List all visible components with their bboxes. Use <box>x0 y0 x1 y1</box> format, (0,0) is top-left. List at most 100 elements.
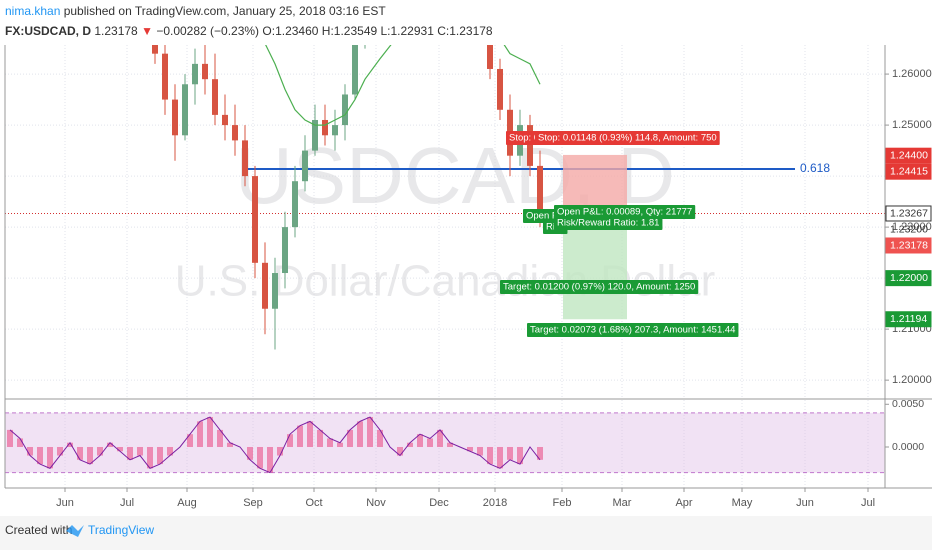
candle-body <box>172 99 178 136</box>
moving-average <box>265 45 541 126</box>
osc-bar <box>207 417 213 447</box>
osc-bar <box>277 446 283 456</box>
osc-bar <box>107 442 113 447</box>
osc-bar <box>57 446 63 456</box>
y-tick-label: 1.23000 <box>892 221 932 233</box>
price-label: 1.23200 <box>890 223 928 235</box>
author[interactable]: nima.khan <box>5 4 60 18</box>
osc-bar <box>217 429 223 447</box>
osc-bar <box>67 442 73 447</box>
candle-body <box>487 45 493 69</box>
direction: ▼ <box>141 24 153 38</box>
x-tick-label: May <box>732 497 753 509</box>
osc-bar <box>297 425 303 447</box>
symbol: FX:USDCAD, D <box>5 24 91 38</box>
price-label-box <box>885 205 932 222</box>
osc-bar <box>327 438 333 447</box>
annotation: Target: 0.01200 (0.97%) 120.0, Amount: 1… <box>503 282 695 293</box>
osc-bar <box>357 421 363 447</box>
y-tick-label: 1.26000 <box>892 68 932 80</box>
price-label: 1.24400 <box>890 149 928 161</box>
footer-text: Created with <box>5 523 72 537</box>
osc-bar <box>337 442 343 447</box>
x-tick-label: Mar <box>613 497 632 509</box>
x-tick-label: Apr <box>675 497 692 509</box>
annotation-box <box>554 216 663 230</box>
candle-body <box>292 181 298 228</box>
price-label: 1.23178 <box>890 239 928 251</box>
osc-bar <box>487 446 493 465</box>
osc-bar <box>407 442 413 447</box>
osc-bar <box>537 446 543 460</box>
x-tick-label: Jul <box>861 497 875 509</box>
osc-bar <box>97 446 103 456</box>
x-tick-label: Jul <box>120 497 134 509</box>
last-price: 1.23178 <box>94 24 138 38</box>
target-zone <box>563 213 627 320</box>
symbol-line: FX:USDCAD, D 1.23178 ▼ −0.00282 (−0.23%)… <box>5 24 493 38</box>
osc-bar <box>427 438 433 447</box>
price-label-box <box>885 270 932 287</box>
osc-bar <box>17 438 23 447</box>
osc-bar <box>227 442 233 447</box>
x-tick-label: Oct <box>305 497 322 509</box>
x-tick-label: 2018 <box>483 497 507 509</box>
osc-bar <box>27 446 33 456</box>
price-label: 1.24415 <box>890 165 928 177</box>
osc-bar <box>117 446 123 452</box>
x-tick-label: Nov <box>366 497 386 509</box>
osc-bar <box>267 446 273 473</box>
x-tick-label: Jun <box>796 497 814 509</box>
osc-line <box>9 416 541 474</box>
osc-bar <box>287 434 293 447</box>
candle-body <box>182 84 188 136</box>
header: nima.khan published on TradingView.com, … <box>5 4 386 18</box>
x-tick-label: Aug <box>177 497 197 509</box>
fib-label: 0.618 <box>800 161 830 175</box>
annotation-box <box>527 323 739 337</box>
osc-bar <box>147 446 153 469</box>
candle-body <box>332 125 338 136</box>
osc-bar <box>497 446 503 469</box>
osc-bar <box>317 429 323 447</box>
price-label-box <box>885 147 932 164</box>
axes: Jun Jul Aug Sep Oct Nov Dec 2018 Feb Mar Apr May Jun… <box>56 68 932 509</box>
osc-bar <box>157 446 163 465</box>
osc-bar <box>477 446 483 456</box>
osc-bar <box>137 446 143 456</box>
candle-body <box>222 114 228 126</box>
candle-body <box>212 79 218 115</box>
osc-bar <box>7 429 13 447</box>
price-label: 1.22000 <box>890 272 928 284</box>
annotation: Open Pa <box>526 211 564 222</box>
change: −0.00282 (−0.23%) <box>156 24 259 38</box>
x-tick-label: Sep <box>243 497 263 509</box>
osc-bar <box>77 446 83 460</box>
ohlc: O:1.23460 H:1.23549 L:1.22931 C:1.23178 <box>262 24 493 38</box>
candle-body <box>312 119 318 151</box>
annotation: Target: 0.02073 (1.68%) 207.3, Amount: 1… <box>530 325 735 336</box>
candle-body <box>192 63 198 85</box>
annotation: Stop: 0.01148 (0.93%) 114.8, Amount: 750 <box>538 133 717 144</box>
candle-body <box>202 63 208 80</box>
osc-bar <box>507 446 513 460</box>
candle-body <box>152 45 158 54</box>
osc-bar <box>307 421 313 447</box>
plot-area: USDCAD, DU.S. Dollar/Canadian Dollar0.61… <box>5 45 885 398</box>
osc-bar <box>517 446 523 465</box>
osc-y-tick-label: 0.0000 <box>892 441 924 453</box>
price-label: 1.23267 <box>890 207 928 219</box>
annotation-box <box>535 131 720 145</box>
y-tick-label: 1.25000 <box>892 119 932 131</box>
osc-bar <box>447 442 453 447</box>
candle-body <box>232 125 238 141</box>
osc-bar <box>127 446 133 460</box>
candle-body <box>527 125 533 166</box>
y-tick-label: 1.20000 <box>892 374 932 386</box>
osc-bar <box>467 446 473 452</box>
candle-body <box>302 150 308 182</box>
candle-body <box>262 262 268 309</box>
candle-body <box>537 165 543 219</box>
footer-brand[interactable]: TradingView <box>88 523 154 537</box>
